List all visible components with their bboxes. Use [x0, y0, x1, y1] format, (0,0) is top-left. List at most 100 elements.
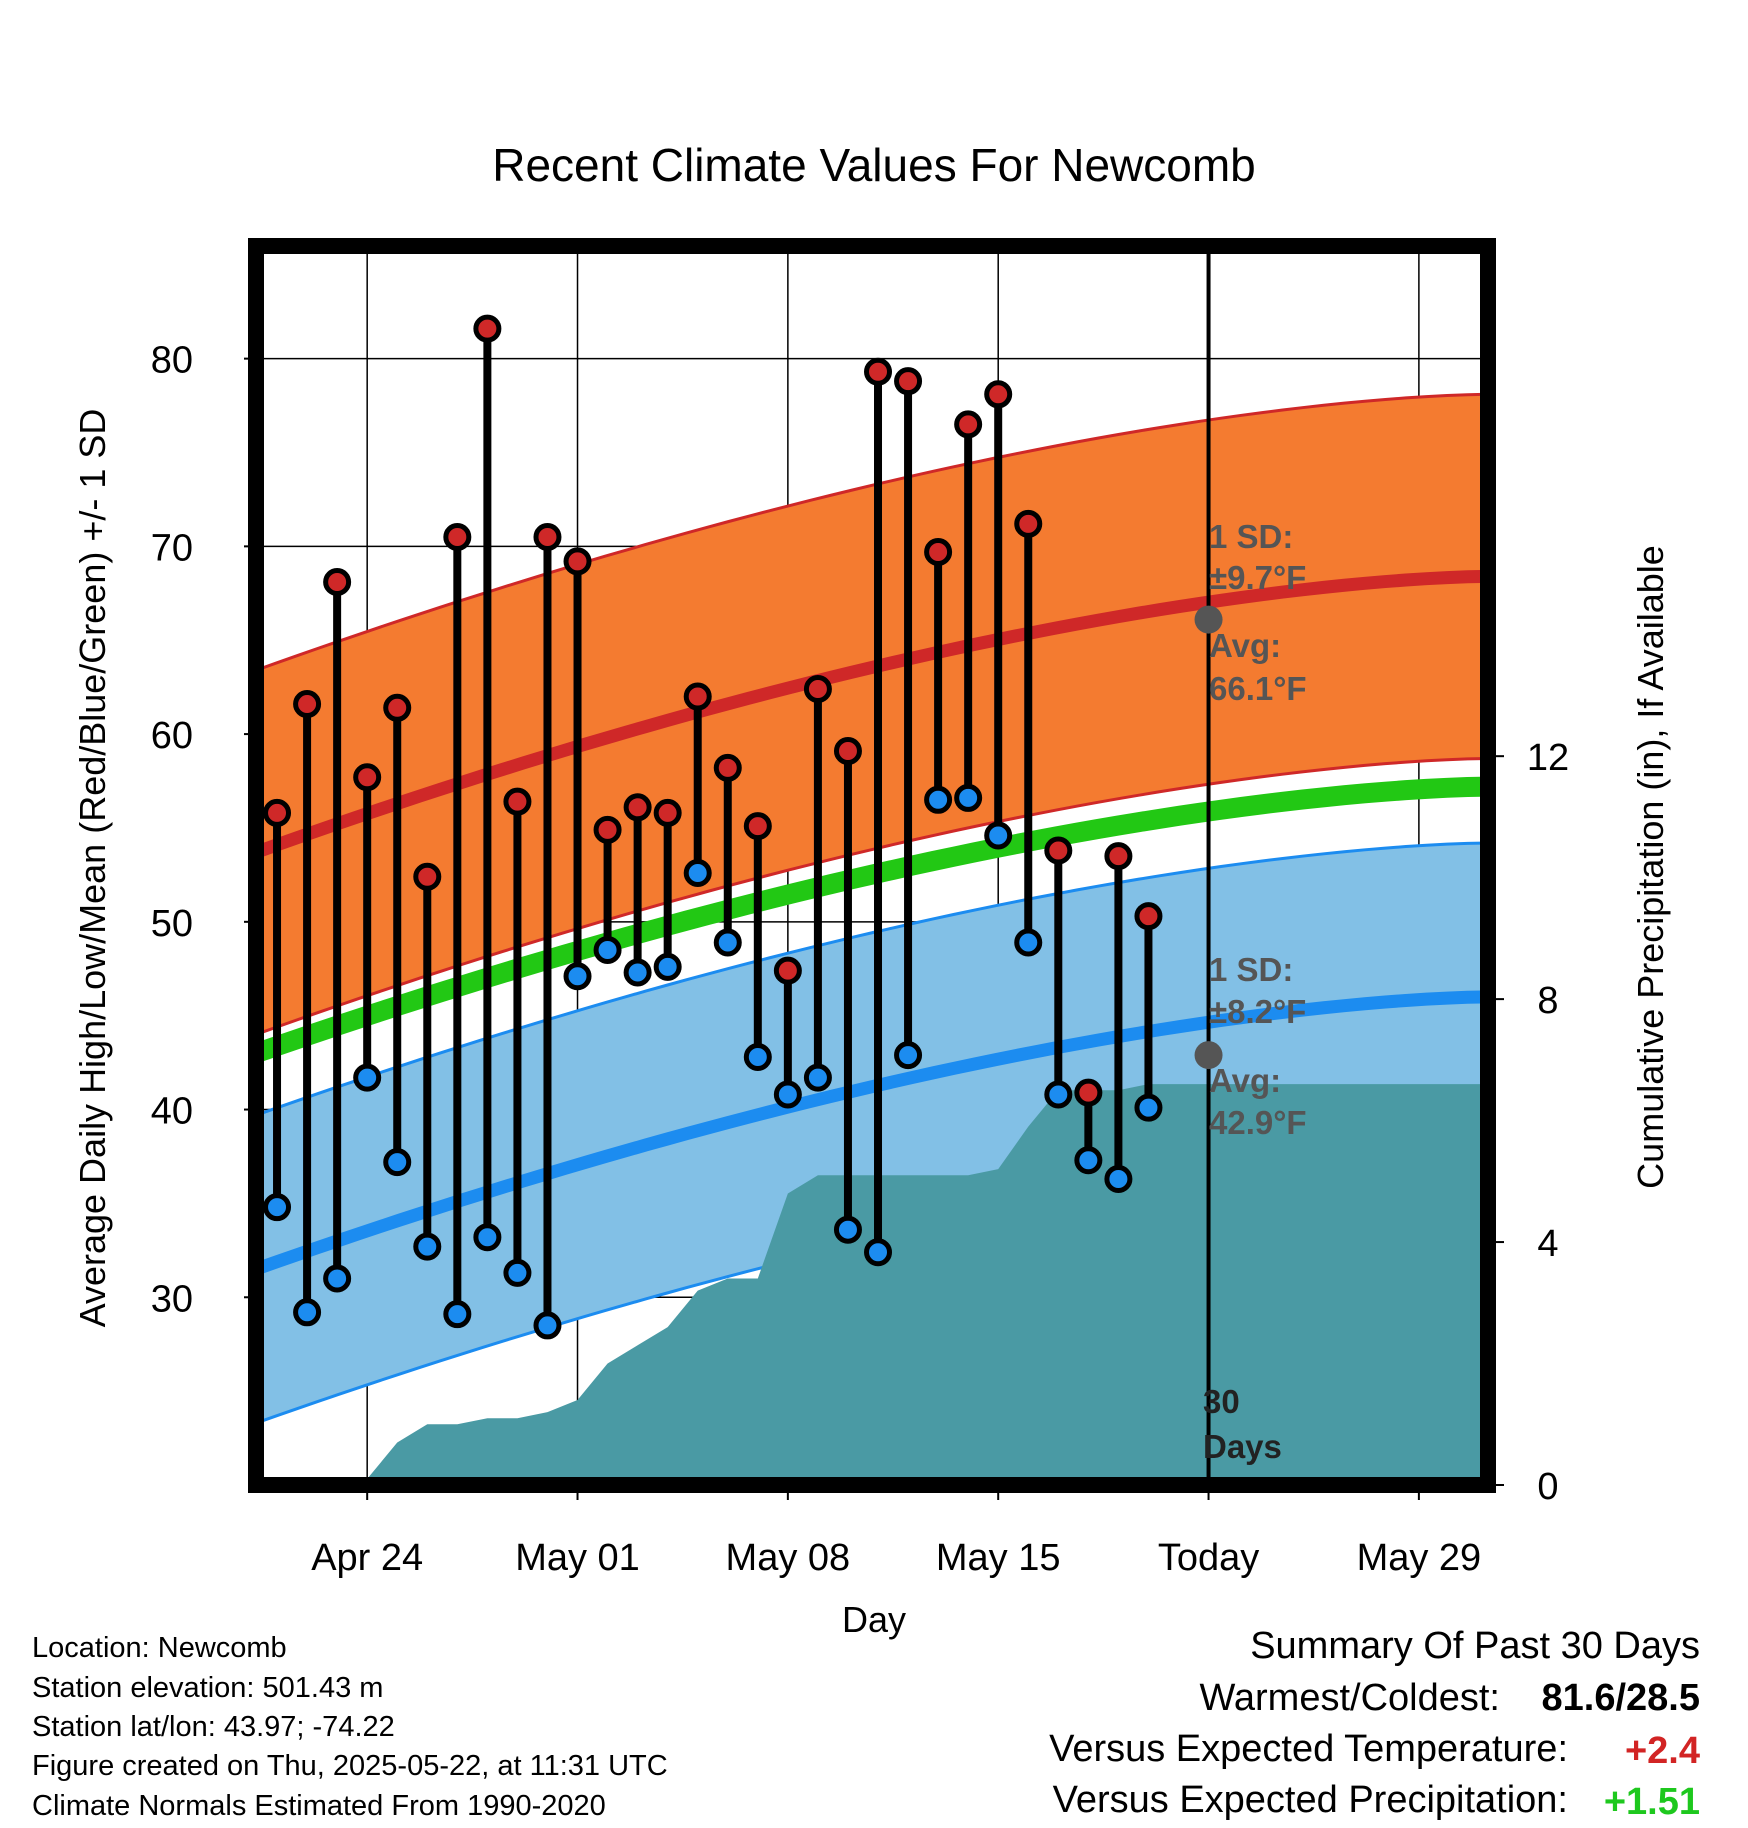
daily-ranges	[263, 314, 1163, 1340]
daily-high-point	[443, 522, 472, 551]
normal-high-line	[253, 569, 1489, 859]
y-left-tick-label: 50	[151, 903, 193, 945]
daily-low-point	[533, 1311, 562, 1340]
daily-high-point	[563, 547, 592, 576]
y-right-tick-label: 8	[1537, 980, 1558, 1022]
daily-high-point	[353, 763, 382, 792]
y-left-tick-label: 70	[151, 527, 193, 569]
info-normals: Climate Normals Estimated From 1990-2020	[32, 1790, 606, 1822]
summary-warmest-label: Warmest/Coldest:	[1199, 1677, 1500, 1719]
info-elevation: Station elevation: 501.43 m	[32, 1672, 383, 1704]
plot-frame	[248, 238, 1496, 1493]
x-tick-label: May 15	[936, 1537, 1061, 1579]
info-created: Figure created on Thu, 2025-05-22, at 11…	[32, 1750, 668, 1782]
low-sd-band	[256, 842, 1488, 1424]
daily-low-point	[954, 783, 983, 812]
daily-high-point	[473, 314, 502, 343]
high-sd-value: ±9.7°F	[1209, 559, 1306, 596]
normal-lines	[252, 246, 1489, 1485]
daily-high-point	[1044, 836, 1073, 865]
y-axis-right-label: Cumulative Precipitation (in), If Availa…	[1630, 545, 1671, 1189]
daily-high-point	[954, 410, 983, 439]
daily-high-point	[833, 736, 862, 765]
low-avg-marker	[1194, 1041, 1223, 1070]
daily-low-point	[924, 785, 953, 814]
summary-warmest-value: 81.6/28.5	[1542, 1677, 1700, 1719]
summary-temp-value: +2.4	[1625, 1730, 1700, 1772]
daily-low-point	[563, 962, 592, 991]
summary-temp-label: Versus Expected Temperature:	[1049, 1728, 1568, 1770]
daily-high-point	[713, 753, 742, 782]
normal-mean-line	[252, 776, 1489, 1063]
daily-low-point	[323, 1264, 352, 1293]
y-right-tick-label: 0	[1537, 1466, 1558, 1508]
daily-low-point	[653, 952, 682, 981]
y-right-tick-label: 4	[1537, 1223, 1558, 1265]
low-avg-value: 42.9°F	[1209, 1104, 1307, 1141]
daily-low-point	[293, 1298, 322, 1327]
daily-high-point	[773, 956, 802, 985]
low-avg-label: Avg:	[1209, 1062, 1281, 1099]
y-left-tick-label: 80	[151, 340, 193, 382]
y-left-tick-label: 30	[151, 1278, 193, 1320]
summary-panel: Summary Of Past 30 Days Warmest/Coldest:…	[1049, 1625, 1700, 1823]
info-latlon: Station lat/lon: 43.97; -74.22	[32, 1711, 395, 1743]
high-avg-label: Avg:	[1209, 627, 1281, 664]
daily-low-point	[894, 1041, 923, 1070]
daily-high-point	[653, 798, 682, 827]
daily-high-point	[1104, 842, 1133, 871]
daily-high-point	[503, 787, 532, 816]
x-tick-label: May 29	[1357, 1537, 1482, 1579]
axis-ticks: 30 40 50 60 70 80 0 4 8 12 Apr 24 May 01 May 08 May 1…	[151, 264, 1569, 1579]
daily-low-point	[773, 1080, 802, 1109]
daily-high-point	[593, 815, 622, 844]
x-tick-label: May 01	[515, 1537, 640, 1579]
high-sd-band	[256, 394, 1488, 1035]
normal-low-line	[253, 990, 1489, 1276]
daily-low-point	[503, 1258, 532, 1287]
low-sd-label: 1 SD:	[1209, 951, 1293, 988]
info-location: Location: Newcomb	[32, 1632, 287, 1664]
daily-high-point	[533, 522, 562, 551]
daily-low-point	[383, 1148, 412, 1177]
daily-low-point	[473, 1223, 502, 1252]
daily-low-point	[713, 928, 742, 957]
high-avg-marker	[1194, 605, 1223, 634]
daily-low-point	[1074, 1146, 1103, 1175]
daily-low-point	[353, 1063, 382, 1092]
x-tick-label: May 08	[726, 1537, 851, 1579]
daily-low-point	[1104, 1165, 1133, 1194]
daily-high-point	[743, 812, 772, 841]
chart-title: Recent Climate Values For Newcomb	[492, 139, 1256, 191]
today-days-line-1: 30	[1203, 1383, 1240, 1420]
high-sd-band-upper-edge	[255, 392, 1489, 672]
daily-high-point	[383, 693, 412, 722]
daily-low-point	[743, 1042, 772, 1071]
daily-high-point	[263, 798, 292, 827]
daily-high-point	[413, 862, 442, 891]
daily-high-point	[924, 537, 953, 566]
summary-title: Summary Of Past 30 Days	[1250, 1625, 1700, 1667]
daily-high-point	[803, 675, 832, 704]
daily-low-point	[443, 1300, 472, 1329]
summary-precip-label: Versus Expected Precipitation:	[1053, 1779, 1568, 1821]
daily-high-point	[623, 793, 652, 822]
daily-low-point	[984, 821, 1013, 850]
daily-high-point	[984, 380, 1013, 409]
daily-high-point	[683, 682, 712, 711]
x-axis-label: Day	[842, 1599, 906, 1640]
precip-area	[337, 1084, 1488, 1485]
daily-high-point	[1134, 902, 1163, 931]
x-tick-label: Apr 24	[311, 1537, 423, 1579]
daily-low-point	[1134, 1093, 1163, 1122]
y-axis-left-label: Average Daily High/Low/Mean (Red/Blue/Gr…	[72, 409, 113, 1328]
summary-precip-value: +1.51	[1604, 1781, 1700, 1823]
daily-low-point	[1014, 928, 1043, 957]
daily-low-point	[833, 1215, 862, 1244]
daily-low-point	[683, 859, 712, 888]
high-sd-band-lower-edge	[255, 756, 1489, 1036]
daily-high-point	[323, 568, 352, 597]
precip-cumulative-area	[337, 1084, 1488, 1485]
today-days-line-2: Days	[1203, 1428, 1282, 1465]
